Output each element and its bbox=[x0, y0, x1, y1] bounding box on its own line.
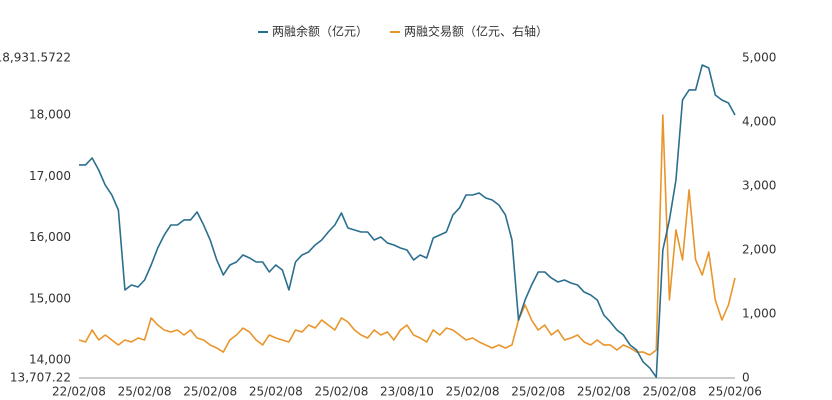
x-tick-label: 25/02/08 bbox=[577, 385, 631, 399]
y2-tick-label: 0 bbox=[742, 371, 750, 385]
legend-label: 两融余额（亿元） bbox=[272, 24, 368, 39]
y-tick-label: 16,000 bbox=[29, 230, 71, 244]
legend-label: 两融交易额（亿元、右轴） bbox=[404, 24, 548, 39]
y-tick-label: 13,707.22 bbox=[10, 371, 71, 385]
y-tick-label: 15,000 bbox=[29, 291, 71, 305]
y2-tick-label: 2,000 bbox=[742, 243, 776, 257]
series-line bbox=[79, 64, 736, 379]
x-tick-label: 25/02/08 bbox=[642, 385, 696, 399]
y-tick-label: 17,000 bbox=[29, 169, 71, 183]
y2-tick-label: 4,000 bbox=[742, 115, 776, 129]
x-tick-label: 25/02/08 bbox=[511, 385, 565, 399]
y2-tick-label: 5,000 bbox=[742, 51, 776, 65]
series-line bbox=[78, 114, 736, 356]
y-tick-label: 18,931.5722 bbox=[0, 51, 71, 65]
x-tick-label: 25/02/08 bbox=[446, 385, 500, 399]
y-tick-label: 14,000 bbox=[29, 353, 71, 367]
x-tick-label: 25/02/08 bbox=[314, 385, 368, 399]
x-tick-label: 25/02/08 bbox=[249, 385, 303, 399]
x-tick-label: 25/02/08 bbox=[183, 385, 237, 399]
x-tick-label: 25/02/08 bbox=[118, 385, 172, 399]
y-tick-label: 18,000 bbox=[29, 108, 71, 122]
x-tick-label: 22/02/08 bbox=[52, 385, 106, 399]
x-tick-label: 25/02/06 bbox=[708, 385, 762, 399]
y2-tick-label: 1,000 bbox=[742, 307, 776, 321]
y2-tick-label: 3,000 bbox=[742, 179, 776, 193]
x-tick-label: 23/08/10 bbox=[380, 385, 434, 399]
